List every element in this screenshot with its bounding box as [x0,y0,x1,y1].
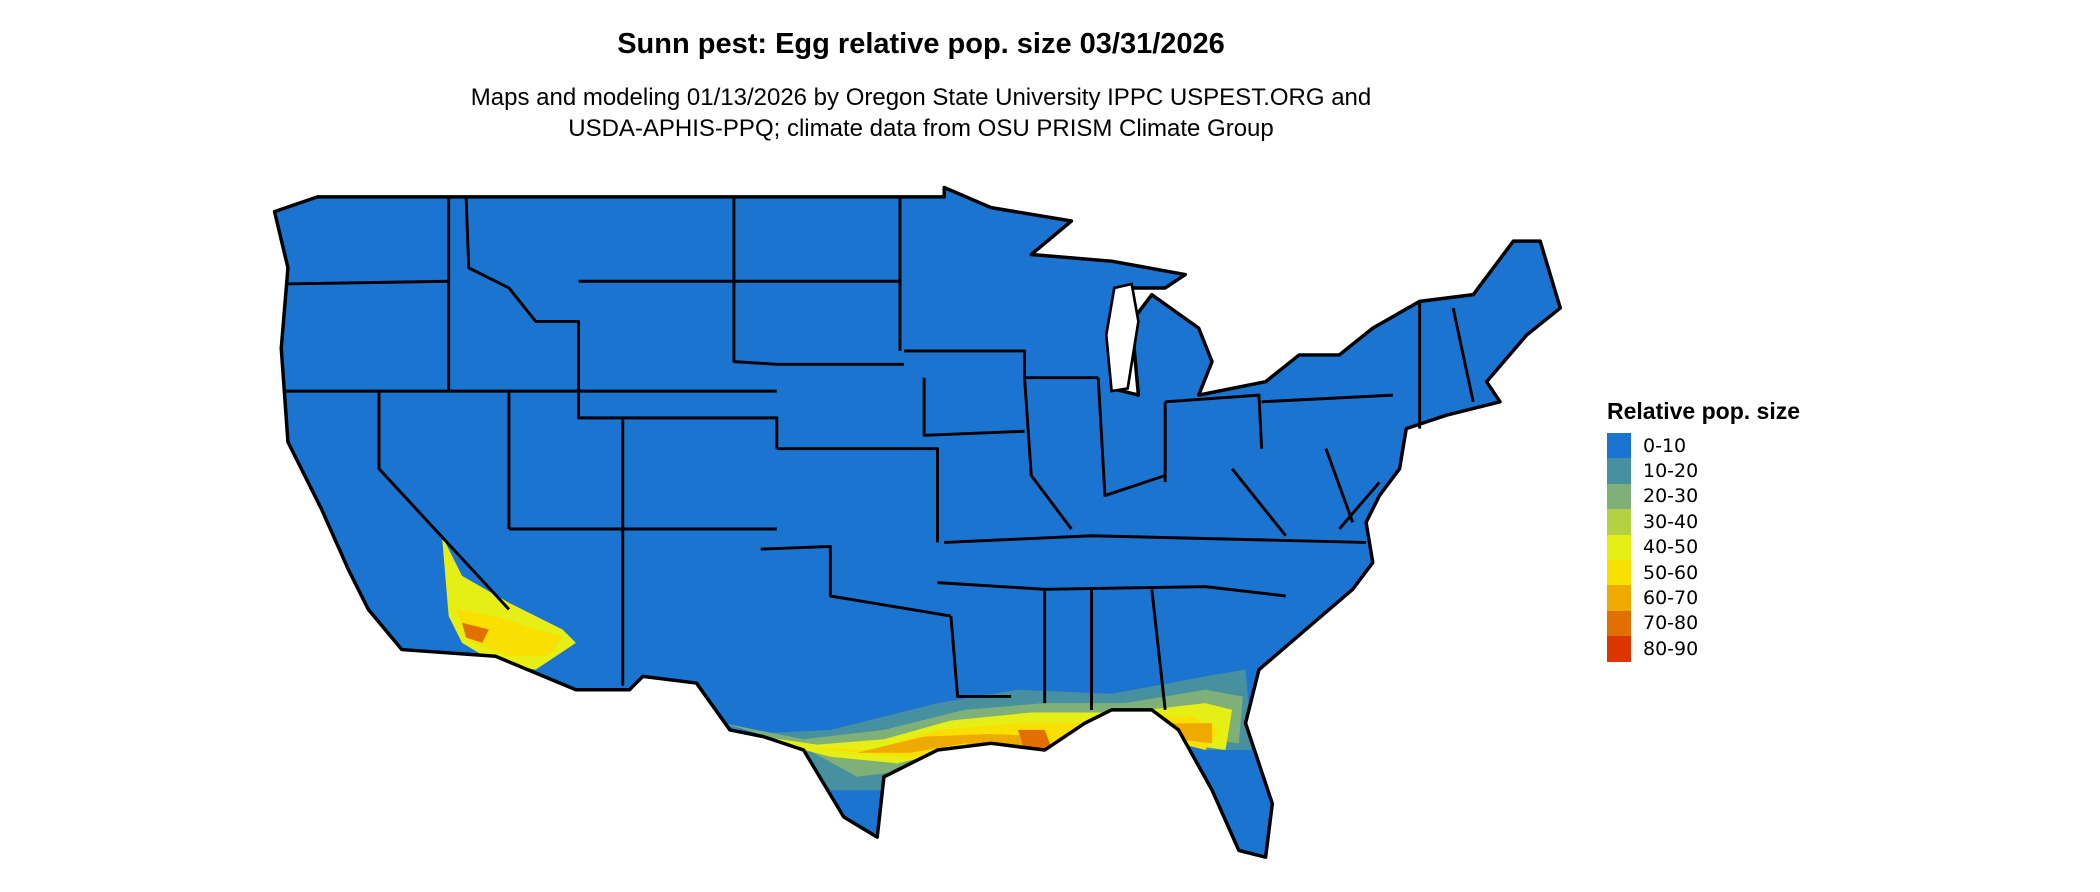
map-subtitle-line1: Maps and modeling 01/13/2026 by Oregon S… [470,84,1372,111]
state-border [1165,393,1264,449]
state-border [937,581,1286,598]
legend-item: 20-30 [1607,483,1800,510]
state-border [1338,481,1381,530]
legend-item: 80-90 [1607,636,1800,662]
state-border [944,534,1367,544]
legend-label: 0-10 [1643,434,1687,457]
risk-area [455,609,563,657]
legend-swatch [1607,585,1631,611]
legend-label: 50-60 [1643,561,1699,584]
state-border [1230,467,1287,537]
map-subtitle-line2: USDA-APHIS-PPQ; climate data from OSU PR… [568,115,1274,142]
legend-swatch [1607,458,1631,484]
lake-michigan [1104,282,1140,393]
state-border [1150,589,1167,711]
state-border [464,196,581,392]
legend-item: 50-60 [1607,559,1800,586]
legend-swatch [1607,636,1631,662]
legend-label: 40-50 [1643,536,1699,559]
state-border [1324,448,1355,523]
state-border [1261,393,1393,404]
legend-item: 40-50 [1607,534,1800,560]
legend-label: 60-70 [1643,587,1699,610]
state-border [904,349,1099,380]
state-border [776,447,939,543]
state-border [922,377,1025,437]
state-border [577,391,625,530]
legend-swatch [1607,559,1631,586]
legend-swatch [1607,483,1631,510]
state-border [760,544,952,618]
risk-area [462,622,489,643]
legend-item: 30-40 [1607,509,1800,535]
state-border [1023,377,1073,530]
state-borders [285,196,1475,711]
risk-area [857,733,1045,753]
legend-swatch [1607,509,1631,535]
legend-item: 70-80 [1607,610,1800,637]
state-border [285,279,449,286]
legend-item: 10-20 [1607,458,1800,484]
legend-label: 20-30 [1643,485,1699,508]
legend: Relative pop. size 0-10 10-20 20-30 30-40 40… [1607,398,1800,662]
legend-title: Relative pop. size [1607,398,1801,424]
state-border [377,391,511,611]
legend-label: 30-40 [1643,510,1699,533]
state-border [949,615,1012,698]
state-border [622,416,779,449]
legend-label: 10-20 [1643,460,1699,483]
legend-swatch [1607,610,1631,637]
state-border [1451,307,1475,403]
state-border [732,281,905,366]
legend-item: 0-10 [1607,433,1800,459]
legend-item: 60-70 [1607,585,1800,611]
legend-swatch [1607,534,1631,560]
risk-area [1017,729,1052,751]
legend-label: 70-80 [1643,612,1699,635]
map-title: Sunn pest: Egg relative pop. size 03/31/… [617,28,1225,60]
legend-swatch [1607,433,1631,459]
legend-label: 80-90 [1643,637,1699,660]
state-border [1096,377,1166,498]
